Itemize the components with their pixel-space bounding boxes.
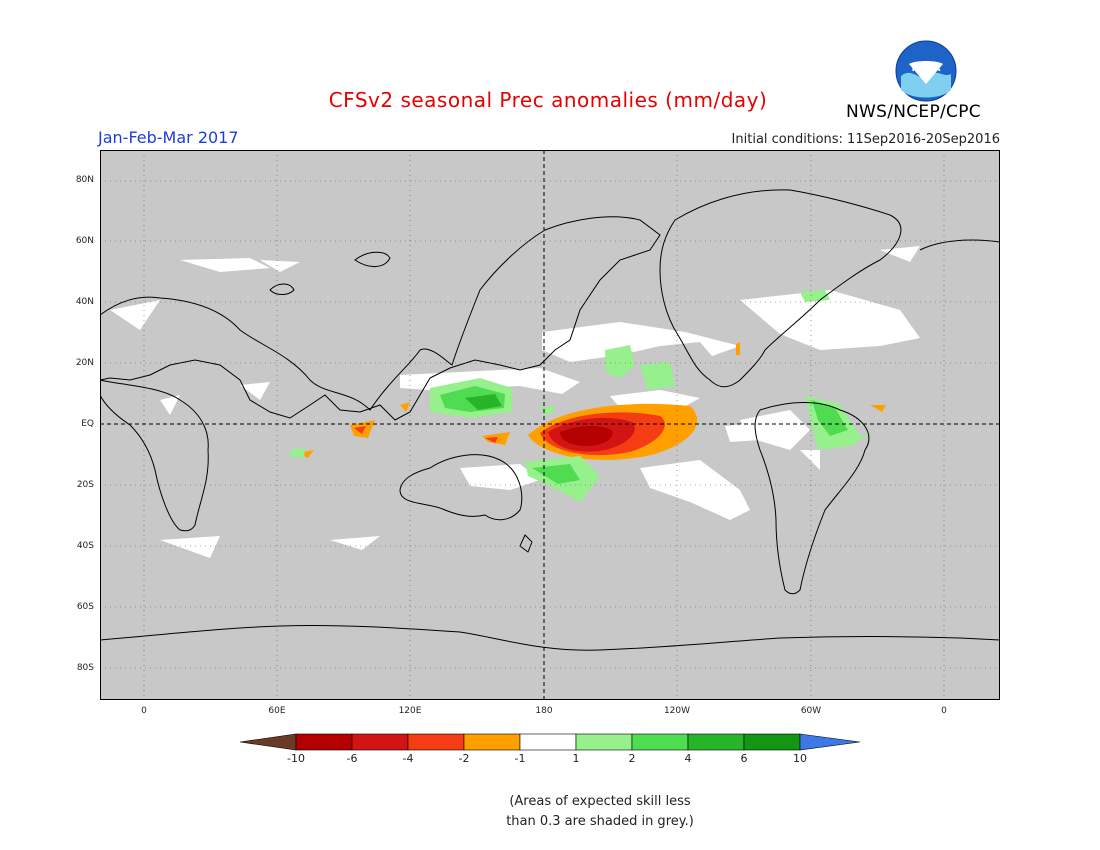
lat-label-60n: 60N	[75, 236, 94, 246]
colorbar	[240, 733, 860, 751]
colorbar-segment-darkgreen	[743, 733, 801, 751]
lon-label-0-west: 0	[141, 706, 147, 716]
lat-label-80n: 80N	[75, 175, 94, 185]
colorbar-label: -10	[287, 752, 305, 765]
dry-anomaly-regions	[298, 342, 886, 461]
lat-label-40s: 40S	[76, 541, 94, 551]
lat-label-20s: 20S	[76, 480, 94, 490]
noaa-logo-text: NOAA	[912, 64, 941, 74]
colorbar-label: -1	[514, 752, 526, 765]
lon-label-0-east: 0	[941, 706, 947, 716]
colorbar-label: -2	[458, 752, 470, 765]
colorbar-segment-midgreen	[687, 733, 745, 751]
lon-label-120e: 120E	[398, 706, 422, 716]
colorbar-segment-green	[631, 733, 689, 751]
lat-label-80s: 80S	[76, 663, 94, 673]
colorbar-segment-white	[519, 733, 577, 751]
map-frame	[100, 150, 1000, 700]
coastlines	[100, 189, 1000, 651]
colorbar-segment-red	[351, 733, 409, 751]
colorbar-segment-orange	[463, 733, 521, 751]
lon-label-60e: 60E	[268, 706, 286, 716]
initial-conditions-label: Initial conditions: 11Sep2016-20Sep2016	[731, 132, 1000, 147]
noaa-logo-icon: NOAA	[895, 40, 957, 102]
agency-label: NWS/NCEP/CPC	[846, 102, 981, 122]
lon-label-180: 180	[535, 706, 553, 716]
colorbar-label: 10	[793, 752, 807, 765]
colorbar-label: 2	[628, 752, 636, 765]
season-label: Jan-Feb-Mar 2017	[98, 128, 239, 147]
colorbar-label: -4	[402, 752, 414, 765]
skill-footnote-line2: than 0.3 are shaded in grey.)	[506, 814, 694, 829]
colorbar-segment-darkred	[295, 733, 353, 751]
skill-footnote-line1: (Areas of expected skill less	[509, 794, 691, 809]
lat-label-40n: 40N	[75, 297, 94, 307]
colorbar-segment-brown	[240, 733, 297, 751]
colorbar-label: -6	[346, 752, 358, 765]
colorbar-segment-blue	[799, 733, 860, 751]
skill-footnote: (Areas of expected skill less than 0.3 a…	[460, 792, 740, 832]
colorbar-segment-lightgreen	[575, 733, 633, 751]
colorbar-label: 4	[684, 752, 692, 765]
colorbar-label: 6	[740, 752, 748, 765]
graticule	[100, 150, 1000, 700]
map-title: CFSv2 seasonal Prec anomalies (mm/day)	[328, 88, 768, 112]
colorbar-segment-redorange	[407, 733, 465, 751]
lon-label-60w: 60W	[800, 706, 822, 716]
lat-label-eq: EQ	[81, 419, 94, 429]
lon-label-120w: 120W	[663, 706, 691, 716]
colorbar-label: 1	[572, 752, 580, 765]
precipitation-anomaly-map	[100, 150, 1000, 700]
lat-label-60s: 60S	[76, 602, 94, 612]
lat-label-20n: 20N	[75, 358, 94, 368]
